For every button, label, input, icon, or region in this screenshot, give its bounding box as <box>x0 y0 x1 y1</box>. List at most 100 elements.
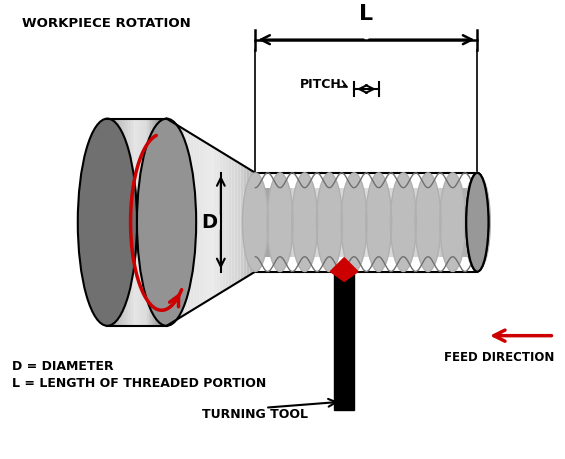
Polygon shape <box>285 188 292 257</box>
Polygon shape <box>160 118 162 326</box>
Polygon shape <box>172 122 176 322</box>
Polygon shape <box>112 118 114 326</box>
Ellipse shape <box>164 212 170 233</box>
Ellipse shape <box>303 217 306 227</box>
Polygon shape <box>389 188 396 257</box>
Ellipse shape <box>267 173 293 272</box>
Ellipse shape <box>246 185 265 259</box>
Ellipse shape <box>398 202 408 242</box>
Polygon shape <box>331 258 358 281</box>
Ellipse shape <box>164 215 168 229</box>
Polygon shape <box>176 124 179 320</box>
Ellipse shape <box>144 143 189 302</box>
Ellipse shape <box>254 215 257 230</box>
Ellipse shape <box>449 207 457 237</box>
Polygon shape <box>159 118 160 326</box>
Ellipse shape <box>299 200 311 244</box>
Polygon shape <box>158 118 159 326</box>
Ellipse shape <box>447 200 459 244</box>
Ellipse shape <box>469 190 486 254</box>
Ellipse shape <box>329 220 330 224</box>
Ellipse shape <box>401 215 405 230</box>
Ellipse shape <box>398 200 409 244</box>
Polygon shape <box>109 118 110 326</box>
Ellipse shape <box>470 195 484 249</box>
Ellipse shape <box>377 215 381 230</box>
Polygon shape <box>119 118 121 326</box>
Polygon shape <box>146 118 147 326</box>
Ellipse shape <box>153 174 180 270</box>
Ellipse shape <box>304 220 305 224</box>
Ellipse shape <box>369 185 388 259</box>
Polygon shape <box>351 188 359 257</box>
Ellipse shape <box>476 216 479 229</box>
Polygon shape <box>300 188 307 257</box>
Ellipse shape <box>396 195 411 249</box>
Polygon shape <box>208 144 211 301</box>
Polygon shape <box>125 118 127 326</box>
Ellipse shape <box>163 208 171 236</box>
Polygon shape <box>229 157 232 288</box>
Ellipse shape <box>343 180 365 264</box>
Ellipse shape <box>324 202 334 242</box>
Polygon shape <box>116 118 118 326</box>
Ellipse shape <box>342 178 366 267</box>
Polygon shape <box>155 118 156 326</box>
Ellipse shape <box>148 157 185 288</box>
Ellipse shape <box>396 193 411 252</box>
Ellipse shape <box>298 195 312 249</box>
Polygon shape <box>217 149 220 295</box>
Ellipse shape <box>150 163 184 281</box>
Ellipse shape <box>476 217 479 227</box>
Ellipse shape <box>145 146 188 298</box>
Ellipse shape <box>251 207 259 237</box>
Polygon shape <box>246 168 250 277</box>
Ellipse shape <box>279 220 281 224</box>
Ellipse shape <box>302 213 307 232</box>
Ellipse shape <box>467 176 488 268</box>
Ellipse shape <box>420 193 436 252</box>
Ellipse shape <box>468 185 487 259</box>
Ellipse shape <box>141 133 192 312</box>
Ellipse shape <box>471 196 483 248</box>
Ellipse shape <box>399 205 408 240</box>
Ellipse shape <box>272 193 288 252</box>
Ellipse shape <box>468 179 487 265</box>
Ellipse shape <box>347 195 361 249</box>
Ellipse shape <box>147 153 186 291</box>
Ellipse shape <box>166 219 168 226</box>
Polygon shape <box>127 118 128 326</box>
Ellipse shape <box>451 217 454 227</box>
Ellipse shape <box>421 197 434 247</box>
Polygon shape <box>263 188 270 257</box>
Ellipse shape <box>268 175 292 269</box>
Ellipse shape <box>243 175 268 269</box>
Ellipse shape <box>348 200 360 244</box>
Ellipse shape <box>467 183 488 262</box>
Polygon shape <box>140 118 141 326</box>
Ellipse shape <box>347 197 360 247</box>
Ellipse shape <box>328 215 331 230</box>
Ellipse shape <box>477 219 478 225</box>
Polygon shape <box>307 188 315 257</box>
Ellipse shape <box>470 193 485 252</box>
Ellipse shape <box>418 183 438 262</box>
Ellipse shape <box>441 178 464 267</box>
Ellipse shape <box>349 202 359 242</box>
Polygon shape <box>170 120 172 324</box>
Ellipse shape <box>143 140 190 305</box>
Polygon shape <box>223 153 226 291</box>
Ellipse shape <box>418 185 438 259</box>
Ellipse shape <box>346 193 362 252</box>
Ellipse shape <box>295 185 314 259</box>
Ellipse shape <box>276 207 284 237</box>
Ellipse shape <box>293 178 316 267</box>
Ellipse shape <box>442 180 464 264</box>
Ellipse shape <box>137 118 196 326</box>
Polygon shape <box>110 118 112 326</box>
Ellipse shape <box>327 213 332 232</box>
Ellipse shape <box>251 205 260 240</box>
Polygon shape <box>241 164 244 280</box>
Ellipse shape <box>472 199 483 245</box>
Ellipse shape <box>443 185 462 259</box>
